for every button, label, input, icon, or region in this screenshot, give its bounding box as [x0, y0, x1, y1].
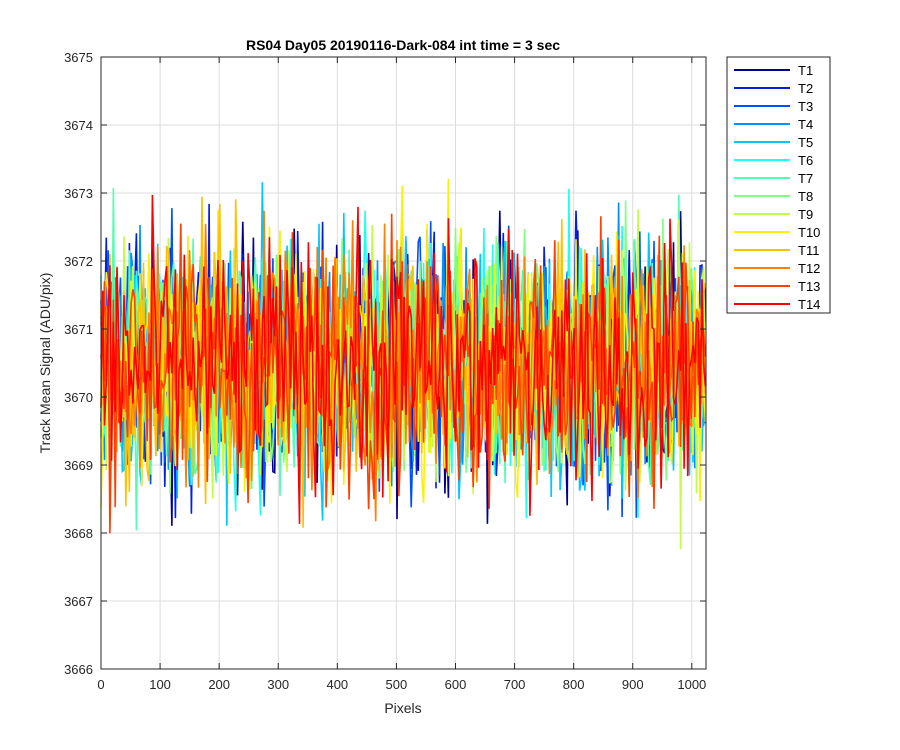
- legend-label-t7: T7: [798, 171, 813, 186]
- x-tick-label: 600: [445, 677, 467, 692]
- legend-label-t12: T12: [798, 261, 820, 276]
- x-tick-label: 1000: [677, 677, 706, 692]
- legend-label-t13: T13: [798, 279, 820, 294]
- x-tick-label: 400: [326, 677, 348, 692]
- x-tick-label: 700: [504, 677, 526, 692]
- y-tick-label: 3668: [64, 526, 93, 541]
- chart-title: RS04 Day05 20190116-Dark-084 int time = …: [246, 37, 560, 53]
- series-line-t14: [100, 194, 707, 524]
- legend: T1 T2 T3 T4 T5 T6 T7 T8 T9 T10 T11 T12 T13 T14: [726, 56, 831, 314]
- y-tick-label: 3667: [64, 594, 93, 609]
- legend-label-t4: T4: [798, 117, 813, 132]
- legend-label-t10: T10: [798, 225, 820, 240]
- y-axis-label: Track Mean Signal (ADU/pix): [37, 273, 53, 454]
- x-tick-label: 800: [563, 677, 585, 692]
- series-lines: [100, 178, 707, 550]
- axis-ticks: 0 100 200 300 400 500 600 700 800 900 1000 3666 3667…: [64, 50, 706, 692]
- legend-label-t1: T1: [798, 63, 813, 78]
- legend-label-t11: T11: [798, 243, 819, 258]
- x-axis-label: Pixels: [384, 700, 421, 716]
- legend-label-t2: T2: [798, 81, 813, 96]
- x-tick-label: 100: [149, 677, 171, 692]
- legend-label-t3: T3: [798, 99, 813, 114]
- x-tick-label: 300: [267, 677, 289, 692]
- y-tick-label: 3670: [64, 390, 93, 405]
- legend-label-t14: T14: [798, 297, 820, 312]
- legend-label-t6: T6: [798, 153, 813, 168]
- y-tick-label: 3666: [64, 662, 93, 677]
- y-tick-label: 3671: [64, 322, 93, 337]
- x-tick-label: 200: [208, 677, 230, 692]
- x-tick-label: 500: [386, 677, 408, 692]
- x-tick-label: 900: [622, 677, 644, 692]
- y-tick-label: 3675: [64, 50, 93, 65]
- y-tick-label: 3672: [64, 254, 93, 269]
- legend-label-t8: T8: [798, 189, 813, 204]
- legend-label-t9: T9: [798, 207, 813, 222]
- legend-box: [726, 56, 831, 314]
- y-tick-label: 3674: [64, 118, 93, 133]
- x-tick-label: 0: [97, 677, 104, 692]
- y-tick-label: 3669: [64, 458, 93, 473]
- legend-label-t5: T5: [798, 135, 813, 150]
- y-tick-label: 3673: [64, 186, 93, 201]
- plot-frame: [100, 56, 707, 670]
